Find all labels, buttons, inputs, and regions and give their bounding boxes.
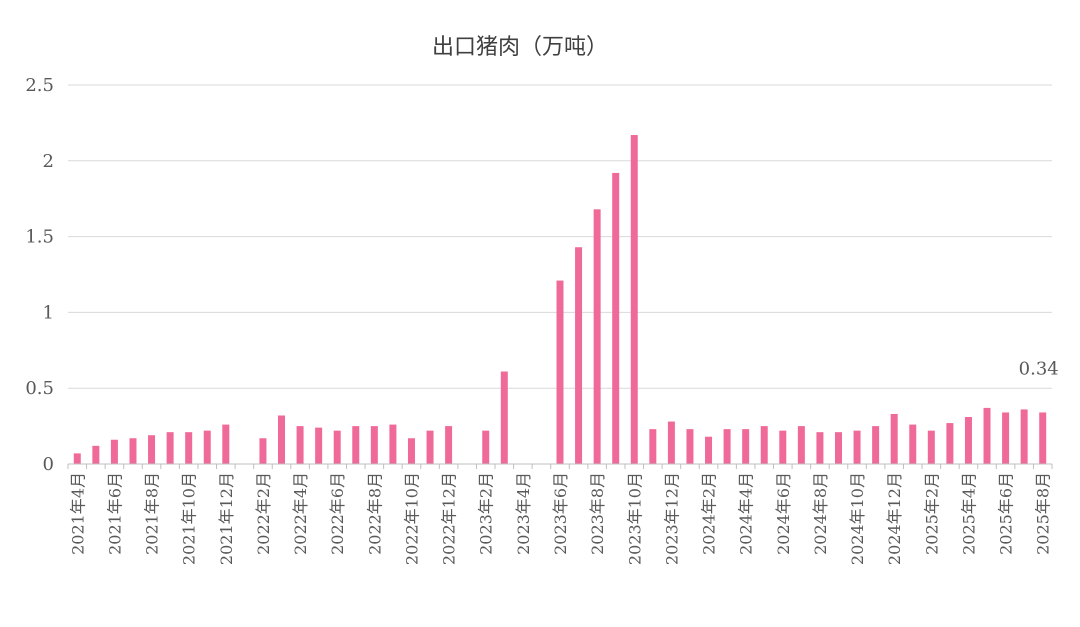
x-axis-ticks: 2021年4月 2021年6月 2021年8月 2021年10月 2021年12月 202… xyxy=(67,464,1053,565)
x-tick-label: 2021年4月 xyxy=(68,472,87,555)
x-tick-label: 2021年8月 xyxy=(143,472,162,555)
bar xyxy=(259,438,267,464)
bar xyxy=(426,430,434,464)
bar xyxy=(110,439,118,464)
bar xyxy=(630,135,638,464)
data-labels: 0.34 xyxy=(1019,358,1059,379)
x-tick-label: 2025年6月 xyxy=(997,472,1016,555)
bar xyxy=(556,280,564,464)
bar xyxy=(723,429,731,464)
bar xyxy=(148,435,156,464)
bars xyxy=(73,135,1047,465)
bar xyxy=(760,426,768,464)
bar xyxy=(853,430,861,464)
bar xyxy=(964,417,972,464)
x-tick-label: 2024年10月 xyxy=(848,472,867,565)
x-tick-label: 2025年8月 xyxy=(1034,472,1053,555)
x-tick-label: 2024年12月 xyxy=(885,472,904,565)
bar xyxy=(315,427,323,464)
x-tick-label: 2024年2月 xyxy=(700,472,719,555)
x-tick-label: 2023年2月 xyxy=(477,472,496,555)
x-tick-label: 2024年4月 xyxy=(737,472,756,555)
y-tick-label: 1.5 xyxy=(25,227,54,248)
x-tick-label: 2022年6月 xyxy=(328,472,347,555)
bar xyxy=(742,429,750,464)
x-tick-label: 2023年6月 xyxy=(551,472,570,555)
x-tick-label: 2022年12月 xyxy=(440,472,459,565)
x-tick-label: 2025年4月 xyxy=(959,472,978,555)
x-tick-label: 2022年10月 xyxy=(402,472,421,565)
bar xyxy=(1039,412,1047,464)
bar xyxy=(352,426,360,464)
bar xyxy=(73,453,81,464)
bar xyxy=(407,438,415,464)
x-tick-label: 2022年2月 xyxy=(254,472,273,555)
bar xyxy=(872,426,880,464)
bar xyxy=(575,247,583,464)
bar xyxy=(445,426,453,464)
bar xyxy=(890,413,898,464)
x-tick-label: 2023年4月 xyxy=(514,472,533,555)
bar xyxy=(927,430,935,464)
x-tick-label: 2024年8月 xyxy=(811,472,830,555)
data-label: 0.34 xyxy=(1019,358,1059,379)
bar xyxy=(203,430,211,464)
bar xyxy=(779,430,787,464)
y-tick-label: 0.5 xyxy=(25,378,54,399)
bar xyxy=(667,421,675,464)
bar xyxy=(389,424,397,464)
bar xyxy=(500,371,508,464)
bar xyxy=(686,429,694,464)
x-tick-label: 2025年2月 xyxy=(922,472,941,555)
chart-title: 出口猪肉（万吨） xyxy=(432,35,608,60)
y-axis-ticks: 0 0.5 1 1.5 2 2.5 xyxy=(25,75,54,475)
bar xyxy=(482,430,490,464)
bar xyxy=(834,432,842,464)
bar xyxy=(296,426,304,464)
x-tick-label: 2022年8月 xyxy=(365,472,384,555)
x-tick-label: 2023年8月 xyxy=(588,472,607,555)
y-tick-label: 2.5 xyxy=(25,75,54,96)
bar xyxy=(649,429,657,464)
bar xyxy=(222,424,230,464)
bar xyxy=(816,432,824,464)
x-tick-label: 2024年6月 xyxy=(774,472,793,555)
bar xyxy=(166,432,174,464)
bar xyxy=(1020,409,1028,464)
x-tick-label: 2021年6月 xyxy=(105,472,124,555)
bar xyxy=(278,415,286,464)
x-tick-label: 2022年4月 xyxy=(291,472,310,555)
y-tick-label: 0 xyxy=(43,454,54,475)
bar xyxy=(92,445,100,464)
bar xyxy=(797,426,805,464)
x-tick-label: 2021年10月 xyxy=(180,472,199,565)
bar xyxy=(612,172,620,465)
x-tick-label: 2023年10月 xyxy=(625,472,644,565)
x-tick-label: 2021年12月 xyxy=(217,472,236,565)
bar xyxy=(593,209,601,464)
bar xyxy=(129,438,137,464)
bar xyxy=(333,430,341,464)
y-tick-label: 1 xyxy=(43,302,54,323)
gridlines xyxy=(68,84,1052,389)
bar xyxy=(909,424,917,464)
bar xyxy=(185,432,193,464)
bar xyxy=(705,436,713,464)
bar xyxy=(946,423,954,464)
x-tick-label: 2023年12月 xyxy=(662,472,681,565)
bar xyxy=(983,407,991,464)
bar xyxy=(1002,412,1010,464)
bar xyxy=(370,426,378,464)
y-tick-label: 2 xyxy=(43,151,54,172)
